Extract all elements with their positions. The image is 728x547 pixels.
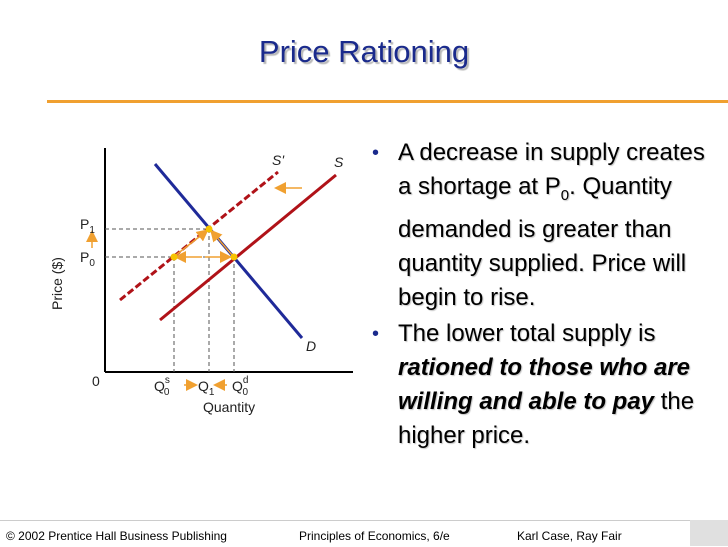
p0-label: P0	[80, 249, 95, 269]
footer-publisher: © 2002 Prentice Hall Business Publishing	[6, 529, 227, 543]
bullet-text: A decrease in supply creates a shortage …	[398, 139, 705, 311]
q1-label: Q1	[198, 378, 215, 398]
footer-edge	[690, 520, 728, 546]
move-arrow-supply	[175, 229, 209, 256]
y-axis-title: Price ($)	[49, 257, 65, 310]
bullet-item: • The lower total supply is rationed to …	[372, 317, 712, 453]
move-arrow-demand	[210, 229, 233, 256]
point-qs-p0	[170, 253, 178, 261]
bullet-item: • A decrease in supply creates a shortag…	[372, 136, 712, 315]
qs-label: Qs 0	[154, 375, 170, 398]
supply-curve	[159, 173, 337, 322]
bullet-list: • A decrease in supply creates a shortag…	[372, 136, 712, 453]
x-axis-title: Quantity	[203, 399, 255, 415]
bullet-marker-icon: •	[372, 322, 380, 345]
bullet-marker-icon: •	[372, 142, 380, 164]
origin-label: 0	[92, 373, 100, 389]
point-q1-p1	[205, 225, 213, 233]
bullet-text: The lower total supply is rationed to th…	[398, 319, 695, 449]
footer-book: Principles of Economics, 6/e	[299, 529, 450, 543]
demand-label: D	[306, 338, 316, 354]
slide-title: Price Rationing	[258, 34, 470, 69]
qd-label: Qd 0	[232, 375, 248, 398]
point-qd-p0	[230, 253, 238, 261]
new-supply-label: S'	[272, 152, 285, 168]
p1-label: P1	[80, 216, 95, 236]
slide-footer: © 2002 Prentice Hall Business Publishing…	[0, 520, 690, 547]
footer-authors: Karl Case, Ray Fair	[517, 529, 622, 543]
supply-label: S	[334, 154, 344, 170]
title-rule	[47, 100, 728, 103]
